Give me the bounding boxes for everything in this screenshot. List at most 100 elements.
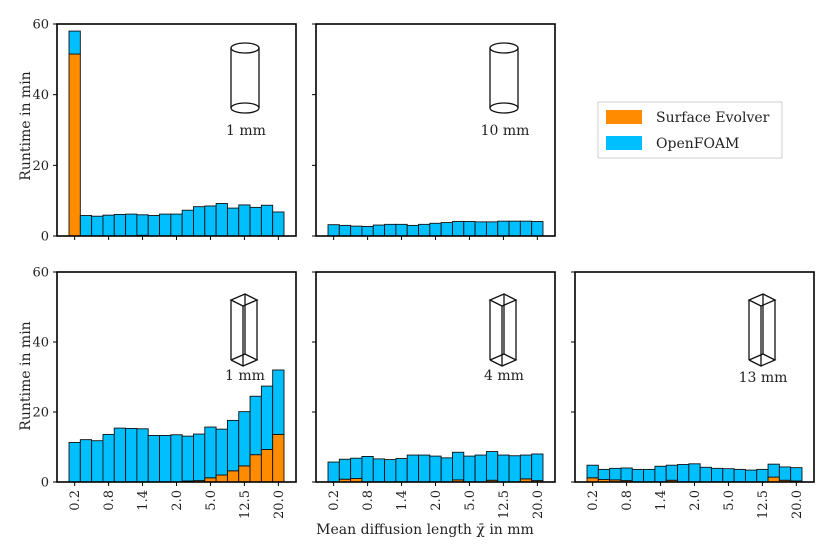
bar-openfoam xyxy=(372,458,386,483)
y-tick-label: 20 xyxy=(32,406,49,421)
bar-openfoam xyxy=(226,419,240,472)
bar-openfoam xyxy=(125,213,138,237)
panels-layer: 0 20 40 60 1 mm 10 mm 0 20 40 60 0.2 0.8 1.4 2.0 5.0 12… xyxy=(32,18,815,519)
bar-openfoam xyxy=(102,433,115,483)
bar-surface-evolver xyxy=(272,433,285,483)
bar-openfoam xyxy=(395,223,408,237)
bar-openfoam xyxy=(181,435,194,482)
x-tick-label: 0.2 xyxy=(68,490,83,511)
x-tick-label: 2.0 xyxy=(429,490,444,511)
bar-openfoam xyxy=(677,464,690,483)
bar-surface-evolver xyxy=(260,449,274,483)
bar-openfoam xyxy=(384,223,397,237)
bar-openfoam xyxy=(474,454,487,483)
x-tick-label: 2.0 xyxy=(688,490,703,511)
bar-openfoam xyxy=(485,451,499,481)
bar-openfoam xyxy=(654,465,667,483)
cylinder-icon xyxy=(489,42,519,54)
geometry-size-label: 1 mm xyxy=(226,123,266,139)
bar-openfoam xyxy=(361,226,374,237)
bar-openfoam xyxy=(429,455,442,483)
bar-openfoam xyxy=(113,427,127,483)
x-tick-label: 20.0 xyxy=(531,490,546,519)
x-axis-label: Mean diffusion length χ̄ in mm xyxy=(316,522,534,538)
bar-openfoam xyxy=(215,428,228,476)
bar-surface-evolver xyxy=(238,465,251,483)
bar-openfoam xyxy=(147,215,160,237)
x-tick-label: 20.0 xyxy=(272,490,287,519)
bar-openfoam xyxy=(113,213,127,237)
x-tick-label: 1.4 xyxy=(654,490,669,511)
x-tick-label: 0.2 xyxy=(327,490,342,511)
panel-5: 0.2 0.8 1.4 2.0 5.0 12.5 20.0 13 mm xyxy=(571,271,815,519)
bar-openfoam xyxy=(372,224,386,237)
bar-openfoam xyxy=(136,214,149,236)
x-tick-label: 0.8 xyxy=(361,490,376,511)
bar-openfoam xyxy=(665,464,678,481)
bar-openfoam xyxy=(733,468,746,483)
cylinder-icon-base xyxy=(230,102,260,114)
x-tick-label: 0.8 xyxy=(620,490,635,511)
bar-openfoam xyxy=(631,468,645,483)
x-tick-label: 0.2 xyxy=(586,490,601,511)
x-tick-label: 20.0 xyxy=(790,490,805,519)
legend-swatch-surface-evolver xyxy=(606,110,642,124)
bar-surface-evolver xyxy=(215,474,228,483)
bar-openfoam xyxy=(338,458,352,480)
bar-openfoam xyxy=(249,395,262,456)
x-tick-label: 1.4 xyxy=(395,490,410,511)
bar-openfoam xyxy=(519,454,533,480)
bar-surface-evolver xyxy=(249,454,262,483)
bar-openfoam xyxy=(609,467,622,481)
bar-openfoam xyxy=(79,215,93,237)
bar-openfoam xyxy=(463,455,476,483)
prism-icon-base xyxy=(489,353,518,367)
bar-openfoam xyxy=(260,204,274,237)
legend-swatch-openfoam xyxy=(606,136,642,150)
bar-openfoam xyxy=(531,221,544,237)
y-axis-label-top: Runtime in min xyxy=(18,71,34,180)
bar-openfoam xyxy=(68,30,81,55)
bar-openfoam xyxy=(756,468,769,483)
x-tick-label: 5.0 xyxy=(204,490,219,511)
bar-openfoam xyxy=(327,224,340,237)
bar-openfoam xyxy=(91,215,104,237)
y-tick-label: 0 xyxy=(41,476,49,491)
bar-openfoam xyxy=(238,204,251,237)
bar-openfoam xyxy=(711,467,724,483)
x-tick-label: 12.5 xyxy=(238,490,253,519)
bar-openfoam xyxy=(170,213,183,237)
bar-openfoam xyxy=(688,463,701,483)
cylinder-icon-base xyxy=(489,102,519,114)
bar-surface-evolver xyxy=(226,470,240,483)
legend-label-openfoam: OpenFOAM xyxy=(656,136,739,152)
legend-label-surface-evolver: Surface Evolver xyxy=(656,110,770,126)
prism-icon-base xyxy=(230,353,259,367)
bar-openfoam xyxy=(485,221,499,237)
x-tick-label: 2.0 xyxy=(170,490,185,511)
legend: Surface Evolver OpenFOAM xyxy=(597,101,783,159)
bar-surface-evolver xyxy=(68,53,81,237)
bar-openfoam xyxy=(778,466,792,481)
prism-icon xyxy=(747,293,777,307)
bar-openfoam xyxy=(767,463,780,478)
prism-icon-base xyxy=(748,353,777,367)
bar-openfoam xyxy=(181,209,194,237)
bar-openfoam xyxy=(463,221,476,237)
panel-4: 0.2 0.8 1.4 2.0 5.0 12.5 20.0 4 mm xyxy=(312,271,556,519)
y-tick-label: 40 xyxy=(32,88,49,103)
y-tick-label: 60 xyxy=(32,18,49,33)
panel-1: 0 20 40 60 1 mm xyxy=(32,18,297,245)
bar-openfoam xyxy=(226,207,240,237)
bar-openfoam xyxy=(429,222,442,237)
bar-openfoam xyxy=(620,467,633,482)
bar-openfoam xyxy=(406,224,419,237)
bar-openfoam xyxy=(193,206,206,237)
x-tick-label: 5.0 xyxy=(722,490,737,511)
bar-openfoam xyxy=(452,221,465,237)
bar-openfoam xyxy=(193,433,206,482)
geometry-size-label: 1 mm xyxy=(225,368,265,384)
prism-icon xyxy=(229,293,259,307)
bar-openfoam xyxy=(136,428,149,483)
bar-openfoam xyxy=(790,467,803,482)
